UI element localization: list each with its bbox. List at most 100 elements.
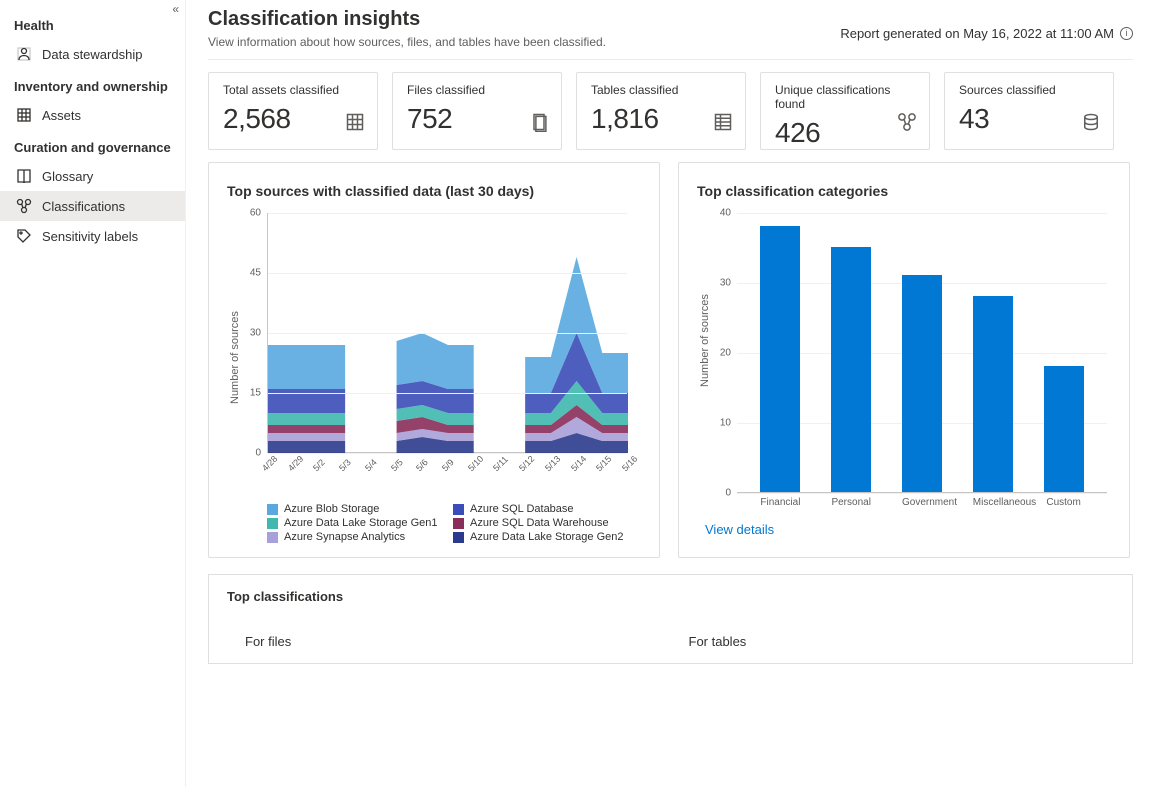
y-tick: 10	[720, 418, 731, 429]
grid-icon	[345, 112, 365, 135]
area-series	[268, 433, 345, 441]
stat-card-unique[interactable]: Unique classifications found 426	[760, 72, 930, 150]
db-icon	[1081, 112, 1101, 135]
stat-value: 752	[407, 103, 547, 135]
sidebar-item-label: Classifications	[42, 199, 125, 214]
sidebar-item-classifications[interactable]: Classifications	[0, 191, 185, 221]
stat-card-tables[interactable]: Tables classified1,816	[576, 72, 746, 150]
area-series	[268, 345, 345, 389]
nav-section-header: Health	[0, 8, 185, 39]
bar-financial[interactable]	[760, 226, 800, 492]
book-icon	[16, 168, 32, 184]
nav-section-header: Curation and governance	[0, 130, 185, 161]
stat-value: 1,816	[591, 103, 731, 135]
legend-item[interactable]: Azure SQL Data Warehouse	[453, 517, 627, 529]
y-tick: 40	[720, 208, 731, 219]
sidebar-item-glossary[interactable]: Glossary	[0, 161, 185, 191]
x-tick: 4/29	[286, 454, 305, 473]
stat-value: 426	[775, 117, 915, 149]
x-tick: 5/13	[543, 454, 562, 473]
y-tick: 0	[725, 488, 731, 499]
stat-card-sources[interactable]: Sources classified 43	[944, 72, 1114, 150]
stat-cards-row: Total assets classified 2,568 Files classi…	[208, 72, 1133, 150]
top-categories-panel: Top classification categories Number of …	[678, 162, 1130, 558]
bar-chart-plot: 010203040	[737, 213, 1107, 493]
report-generated-label: Report generated on May 16, 2022 at 11:0…	[840, 8, 1133, 41]
steward-icon	[16, 46, 32, 62]
file-icon	[529, 112, 549, 135]
stat-label: Unique classifications found	[775, 83, 915, 111]
main-content: Classification insights View information…	[186, 0, 1155, 787]
legend-swatch	[453, 518, 464, 529]
legend-item[interactable]: Azure SQL Database	[453, 503, 627, 515]
area-series	[268, 413, 345, 425]
legend-swatch	[267, 504, 278, 515]
legend-label: Azure Blob Storage	[284, 503, 379, 515]
top-classifications-title: Top classifications	[227, 589, 1114, 604]
x-tick: Personal	[831, 497, 871, 508]
sidebar-item-sensitivity[interactable]: Sensitivity labels	[0, 221, 185, 251]
page-title: Classification insights	[208, 8, 606, 31]
legend-label: Azure Synapse Analytics	[284, 531, 405, 543]
view-details-link[interactable]: View details	[705, 522, 1111, 537]
info-icon[interactable]: i	[1120, 27, 1133, 40]
legend-swatch	[267, 518, 278, 529]
stat-value: 43	[959, 103, 1099, 135]
y-tick: 45	[250, 268, 261, 279]
stat-label: Files classified	[407, 83, 547, 97]
stat-label: Total assets classified	[223, 83, 363, 97]
sidebar-item-label: Glossary	[42, 169, 93, 184]
y-tick: 15	[250, 388, 261, 399]
x-tick: Government	[902, 497, 942, 508]
sidebar-item-data-stewardship[interactable]: Data stewardship	[0, 39, 185, 69]
area-chart-legend: Azure Blob Storage Azure SQL Database Azur…	[241, 503, 627, 543]
stat-card-total[interactable]: Total assets classified 2,568	[208, 72, 378, 150]
legend-label: Azure SQL Data Warehouse	[470, 517, 609, 529]
legend-item[interactable]: Azure Blob Storage	[267, 503, 441, 515]
page-header: Classification insights View information…	[208, 8, 1133, 60]
page-subtitle: View information about how sources, file…	[208, 35, 606, 49]
top-sources-title: Top sources with classified data (last 3…	[227, 183, 641, 199]
x-tick: Financial	[760, 497, 800, 508]
bar-government[interactable]	[902, 275, 942, 492]
legend-item[interactable]: Azure Data Lake Storage Gen2	[453, 531, 627, 543]
stat-value: 2,568	[223, 103, 363, 135]
nav-section-header: Inventory and ownership	[0, 69, 185, 100]
x-tick: 5/5	[388, 457, 404, 473]
x-tick: 4/28	[260, 454, 279, 473]
legend-swatch	[453, 504, 464, 515]
bar-personal[interactable]	[831, 247, 871, 492]
x-tick: Miscellaneous	[973, 497, 1013, 508]
sidebar-item-label: Data stewardship	[42, 47, 142, 62]
bar-custom[interactable]	[1044, 366, 1084, 492]
top-sources-panel: Top sources with classified data (last 3…	[208, 162, 660, 558]
area-chart-plot	[267, 213, 627, 453]
legend-label: Azure Data Lake Storage Gen1	[284, 517, 437, 529]
x-tick: 5/14	[568, 454, 587, 473]
x-tick: Custom	[1044, 497, 1084, 508]
legend-item[interactable]: Azure Data Lake Storage Gen1	[267, 517, 441, 529]
x-tick: 5/2	[311, 457, 327, 473]
sidebar-item-label: Assets	[42, 108, 81, 123]
x-tick: 5/16	[620, 454, 639, 473]
sidebar-item-assets[interactable]: Assets	[0, 100, 185, 130]
stat-card-files[interactable]: Files classified 752	[392, 72, 562, 150]
area-series	[397, 333, 474, 389]
sidebar-item-label: Sensitivity labels	[42, 229, 138, 244]
stat-label: Sources classified	[959, 83, 1099, 97]
bar-miscellaneous[interactable]	[973, 296, 1013, 492]
legend-item[interactable]: Azure Synapse Analytics	[267, 531, 441, 543]
y-tick: 30	[720, 278, 731, 289]
x-tick: 5/15	[594, 454, 613, 473]
x-tick: 5/9	[440, 457, 456, 473]
grid-icon	[16, 107, 32, 123]
label-icon	[16, 228, 32, 244]
x-tick: 5/4	[363, 457, 379, 473]
y-tick: 30	[250, 328, 261, 339]
classify-icon	[897, 112, 917, 135]
sidebar-collapse-icon[interactable]: «	[172, 2, 179, 16]
area-series	[268, 425, 345, 433]
legend-label: Azure SQL Database	[470, 503, 574, 515]
x-tick: 5/12	[517, 454, 536, 473]
legend-swatch	[267, 532, 278, 543]
